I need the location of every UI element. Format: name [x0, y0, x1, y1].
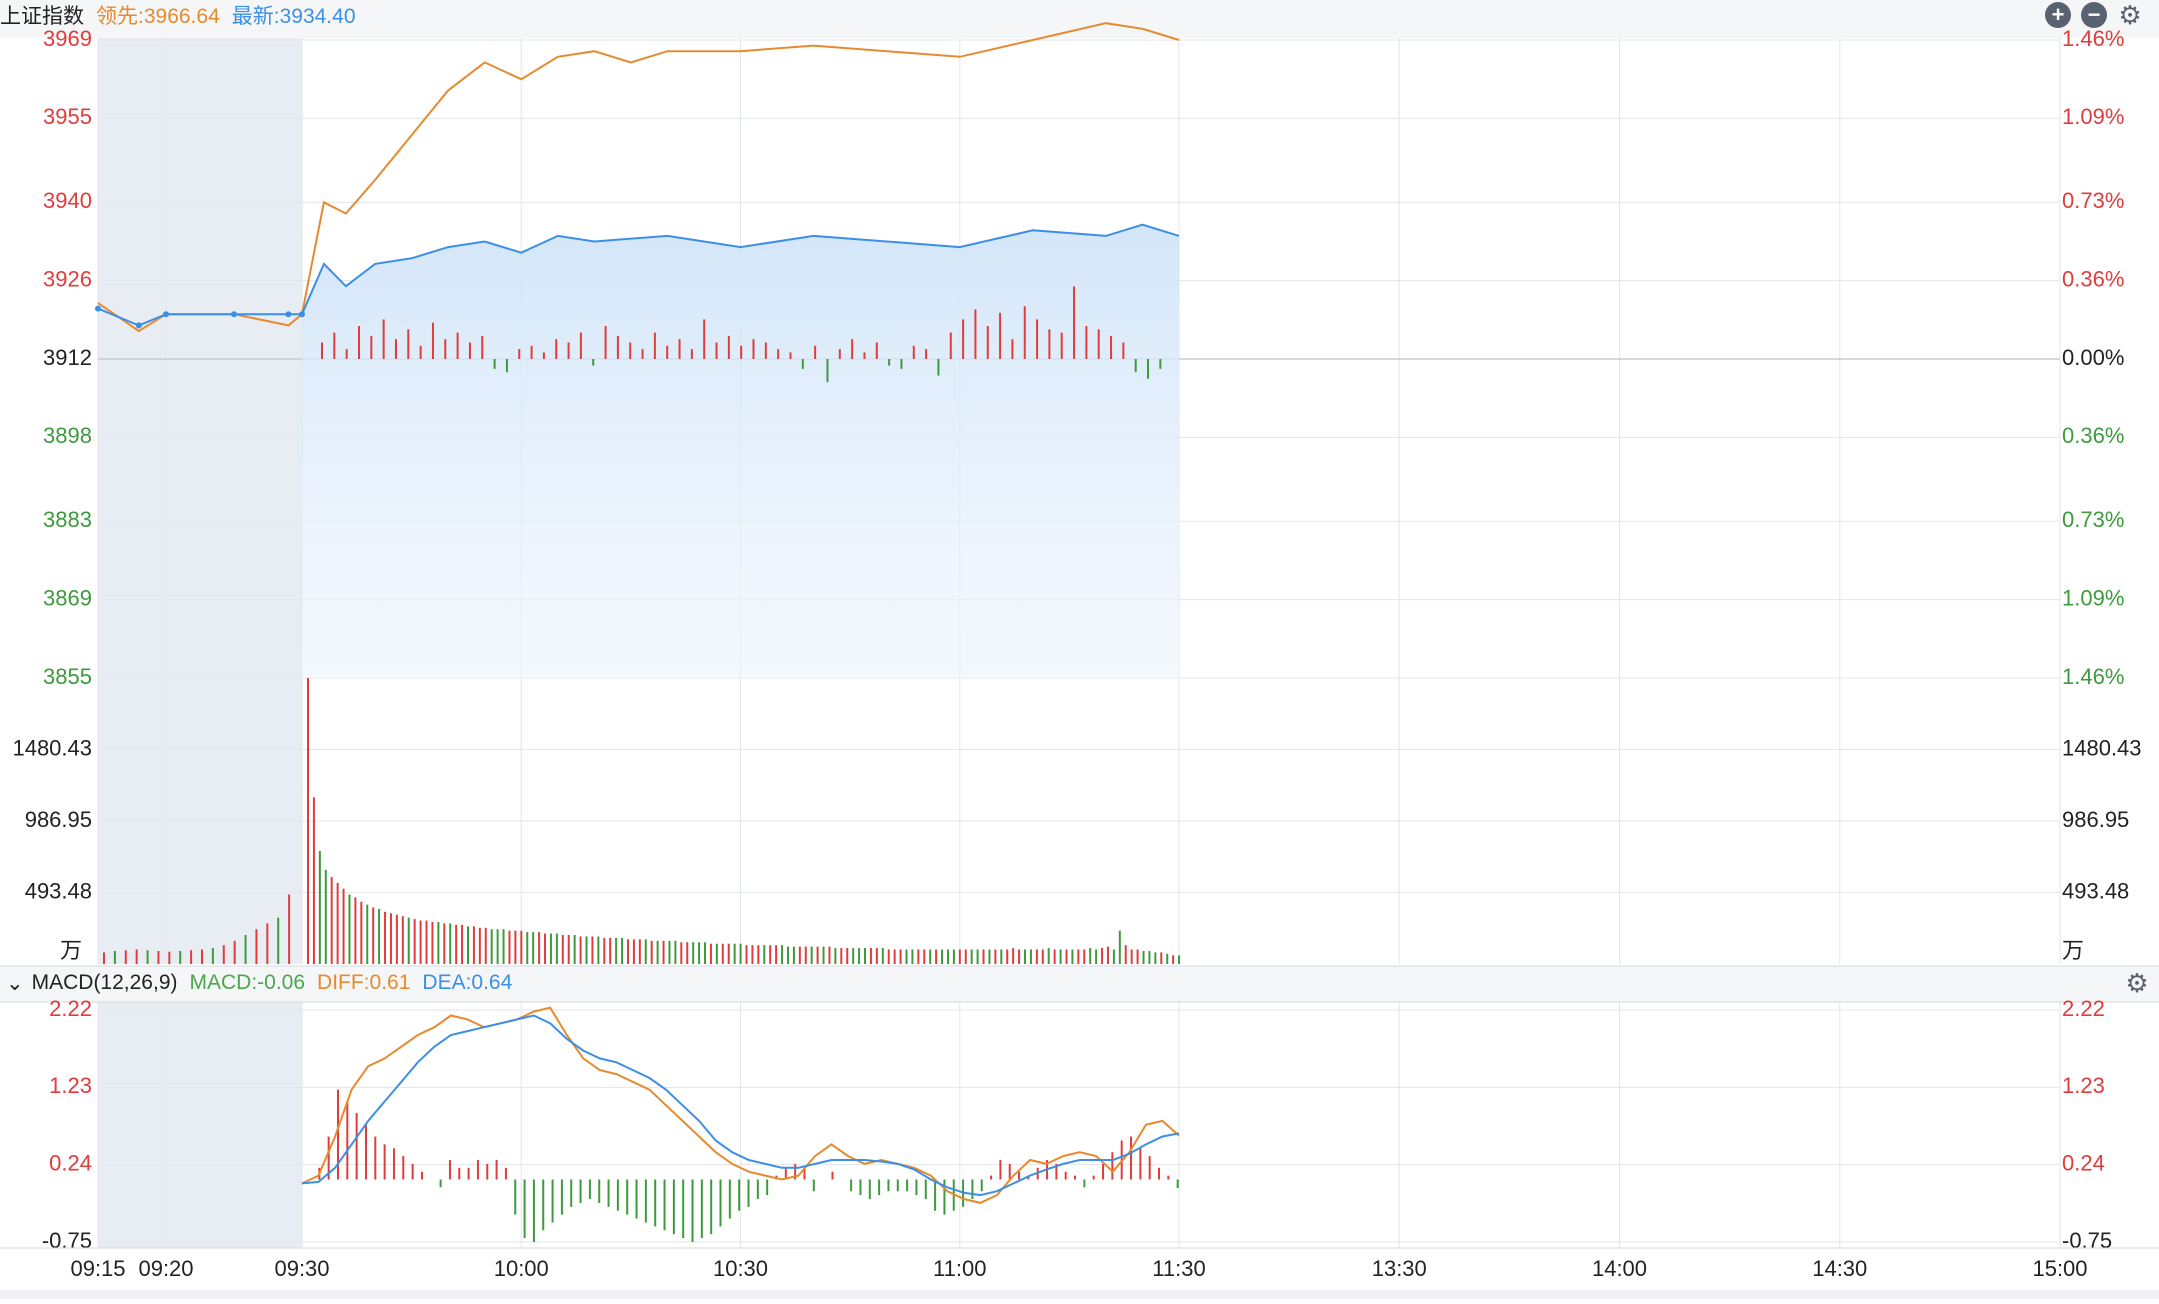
latest-line	[97, 223, 1180, 327]
time-axis-label: 14:30	[1812, 1256, 1867, 1281]
chevron-down-icon[interactable]: ⌄	[6, 971, 24, 995]
volume-unit-left: 万	[60, 938, 82, 963]
index-name: 上证指数	[0, 5, 84, 28]
time-axis-label: 11:00	[933, 1256, 986, 1281]
price-legend: 上证指数 领先:3966.64 最新:3934.40	[0, 0, 368, 30]
macd-value: MACD:-0.06	[189, 971, 306, 994]
time-axis-label: 09:20	[138, 1256, 193, 1281]
volume-tick-label-right: 1480.43	[2062, 735, 2142, 760]
lead-line	[97, 22, 1180, 333]
price-tick-label-right: 0.73%	[2062, 188, 2124, 213]
volume-tick-label-left: 1480.43	[12, 735, 92, 760]
preopen-dot	[299, 311, 305, 318]
price-tick-label-right: 1.46%	[2062, 664, 2124, 689]
time-axis-label: 14:00	[1592, 1256, 1647, 1281]
latest-value: 最新:3934.40	[231, 5, 356, 28]
macd-legend: ⌄ MACD(12,26,9) MACD:-0.06 DIFF:0.61 DEA…	[6, 968, 524, 998]
macd-tick-label-right: -0.75	[2062, 1228, 2112, 1253]
macd-controls: ⚙	[2124, 970, 2150, 996]
macd-tick-label-left: 1.23	[49, 1073, 92, 1098]
preopen-shade-top	[98, 38, 302, 964]
time-axis-label: 09:30	[274, 1256, 329, 1281]
time-axis-label: 15:00	[2032, 1256, 2087, 1281]
plus-circle-icon[interactable]: +	[2045, 2, 2071, 28]
time-axis-label: 13:30	[1372, 1256, 1427, 1281]
volume-tick-label-right: 493.48	[2062, 878, 2129, 903]
macd-tick-label-left: -0.75	[42, 1228, 92, 1253]
volume-tick-label-right: 986.95	[2062, 807, 2129, 832]
time-axis-label: 11:30	[1152, 1256, 1205, 1281]
price-tick-label-left: 3912	[43, 345, 92, 370]
price-tick-label-right: 0.73%	[2062, 507, 2124, 532]
volume-tick-label-left: 986.95	[25, 807, 92, 832]
price-tick-label-left: 3855	[43, 664, 92, 689]
price-tick-label-right: 1.09%	[2062, 104, 2124, 129]
latest-area-fill	[302, 224, 1179, 678]
macd-tick-label-right: 0.24	[2062, 1150, 2105, 1175]
price-tick-label-left: 3926	[43, 266, 92, 291]
minus-circle-icon[interactable]: −	[2081, 2, 2107, 28]
bottom-strip	[0, 1290, 2159, 1299]
time-axis-label: 09:15	[70, 1256, 125, 1281]
chart-controls: + − ⚙	[2045, 2, 2143, 28]
macd-tick-label-right: 1.23	[2062, 1073, 2105, 1098]
price-tick-label-left: 3898	[43, 423, 92, 448]
price-tick-label-left: 3883	[43, 507, 92, 532]
price-tick-label-right: 0.36%	[2062, 266, 2124, 291]
dea-value: DEA:0.64	[422, 971, 513, 994]
price-tick-label-left: 3940	[43, 188, 92, 213]
price-tick-label-left: 3969	[43, 26, 92, 51]
macd-tick-label-left: 2.22	[49, 996, 92, 1021]
price-tick-label-left: 3869	[43, 585, 92, 610]
lead-value: 领先:3966.64	[96, 5, 220, 28]
macd-name: MACD(12,26,9)	[31, 971, 178, 994]
time-axis-label: 10:30	[713, 1256, 768, 1281]
preopen-dot	[95, 305, 101, 312]
gear-icon[interactable]: ⚙	[2125, 968, 2149, 998]
preopen-shade-macd	[98, 1002, 302, 1248]
diff-line	[301, 1006, 1180, 1204]
price-tick-label-right: 1.46%	[2062, 26, 2124, 51]
preopen-dot	[231, 311, 237, 318]
macd-tick-label-left: 0.24	[49, 1150, 92, 1175]
gear-icon[interactable]: ⚙	[2118, 0, 2142, 30]
volume-tick-label-left: 493.48	[25, 878, 92, 903]
diff-value: DIFF:0.61	[317, 971, 411, 994]
preopen-dot	[163, 311, 169, 318]
price-tick-label-left: 3955	[43, 104, 92, 129]
dea-line	[301, 1014, 1180, 1197]
macd-tick-label-right: 2.22	[2062, 996, 2105, 1021]
time-axis-label: 10:00	[494, 1256, 549, 1281]
preopen-dot	[285, 311, 292, 318]
preopen-dot	[135, 322, 142, 329]
volume-unit-right: 万	[2062, 938, 2084, 963]
price-tick-label-right: 1.09%	[2062, 585, 2124, 610]
price-tick-label-right: 0.36%	[2062, 423, 2124, 448]
price-header-bar	[0, 0, 2159, 38]
macd-header-bar	[0, 966, 2159, 1002]
price-tick-label-right: 0.00%	[2062, 345, 2124, 370]
